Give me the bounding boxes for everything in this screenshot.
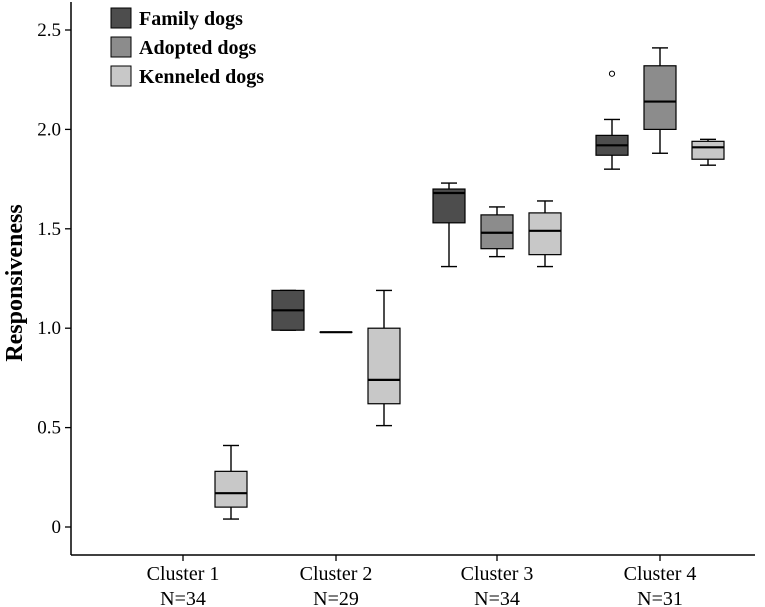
x-tick-label: Cluster 3 (461, 563, 534, 585)
y-tick-label: 1.0 (37, 318, 61, 339)
legend-label: Kenneled dogs (139, 66, 264, 88)
y-axis-label: Responsiveness (2, 204, 28, 361)
x-tick-label: Cluster 1 (147, 563, 220, 585)
x-tick-n-label: N=34 (474, 588, 520, 607)
y-tick-label: 0.5 (37, 418, 61, 439)
x-tick-n-label: N=29 (313, 588, 359, 607)
box-iqr (432, 188, 466, 224)
box-kenneled-dogs (367, 289, 401, 427)
box-family-dogs (271, 289, 305, 331)
legend-swatch (110, 7, 132, 29)
legend: Family dogs Adopted dogs Kenneled dogs (110, 7, 264, 88)
box-kenneled-dogs (691, 138, 725, 166)
axes: 0 0.5 1.0 1.5 2.0 2.5 Cluster 1 N=34 Cluster 2 N=… (37, 2, 755, 607)
box-iqr (528, 212, 562, 256)
box-iqr (367, 327, 401, 405)
box-iqr (691, 140, 725, 160)
x-tick-label: Cluster 2 (300, 563, 373, 585)
x-tick-label: Cluster 4 (624, 563, 697, 585)
box-family-dogs (432, 182, 466, 268)
legend-swatch (110, 65, 132, 87)
y-tick-label: 2.0 (37, 119, 61, 140)
legend-swatch (110, 36, 132, 58)
box-adopted-dogs (643, 47, 677, 154)
box-kenneled-dogs (214, 444, 248, 520)
legend-label: Adopted dogs (139, 37, 256, 59)
box-adopted-dogs (480, 206, 514, 258)
y-tick-label: 0 (52, 517, 62, 538)
x-tick-n-label: N=31 (637, 588, 683, 607)
outlier-point (608, 70, 616, 77)
box-family-dogs (595, 70, 629, 170)
y-tick-label: 2.5 (37, 20, 61, 41)
box-iqr (643, 65, 677, 130)
box-iqr (214, 470, 248, 508)
x-tick-n-label: N=34 (160, 588, 206, 607)
legend-label: Family dogs (139, 8, 243, 30)
y-tick-label: 1.5 (37, 219, 61, 240)
plot-area (214, 47, 725, 520)
box-kenneled-dogs (528, 200, 562, 268)
